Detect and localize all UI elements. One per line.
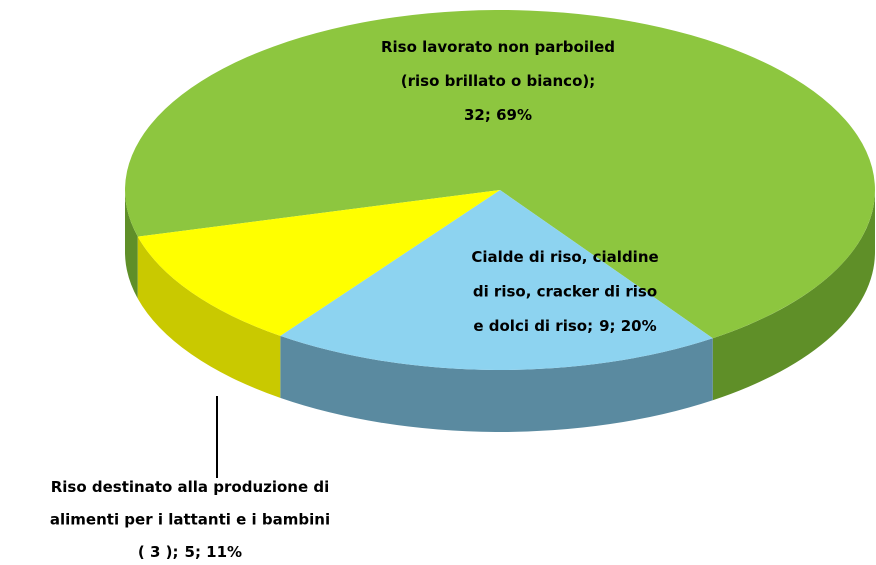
label-text: (riso brillato o bianco); (401, 72, 596, 90)
label-text: Cialde di riso, cialdine (471, 248, 658, 266)
label-text: Riso destinato alla produzione di (51, 478, 330, 496)
label-text: e dolci di riso; (473, 317, 593, 335)
label-text: alimenti per i lattanti e i bambini (50, 511, 330, 529)
label-text: di riso, cracker di riso (473, 283, 657, 301)
data-label: ( 3 ); 5; 11% (138, 543, 242, 561)
value-label: 5; 11% (185, 543, 243, 561)
slice (125, 10, 875, 339)
data-label: alimenti per i lattanti e i bambini (50, 511, 330, 529)
slice (137, 190, 500, 336)
data-label: Riso lavorato non parboiled (381, 38, 615, 56)
slice-side (280, 335, 713, 432)
value-label: 9; 20% (599, 317, 657, 335)
label-text: Riso lavorato non parboiled (381, 38, 615, 56)
slice-side (125, 190, 138, 299)
data-label: e dolci di riso; 9; 20% (473, 317, 656, 335)
value-label: 32; 69% (464, 106, 532, 124)
slice-side (137, 236, 281, 398)
data-label: Cialde di riso, cialdine (471, 248, 658, 266)
data-label: di riso, cracker di riso (473, 283, 657, 301)
label-text: ( 3 ); (138, 543, 179, 561)
slice (280, 190, 713, 370)
data-label: Riso destinato alla produzione di (51, 478, 330, 496)
slice-side (712, 190, 875, 401)
data-label: (riso brillato o bianco); (401, 72, 596, 90)
